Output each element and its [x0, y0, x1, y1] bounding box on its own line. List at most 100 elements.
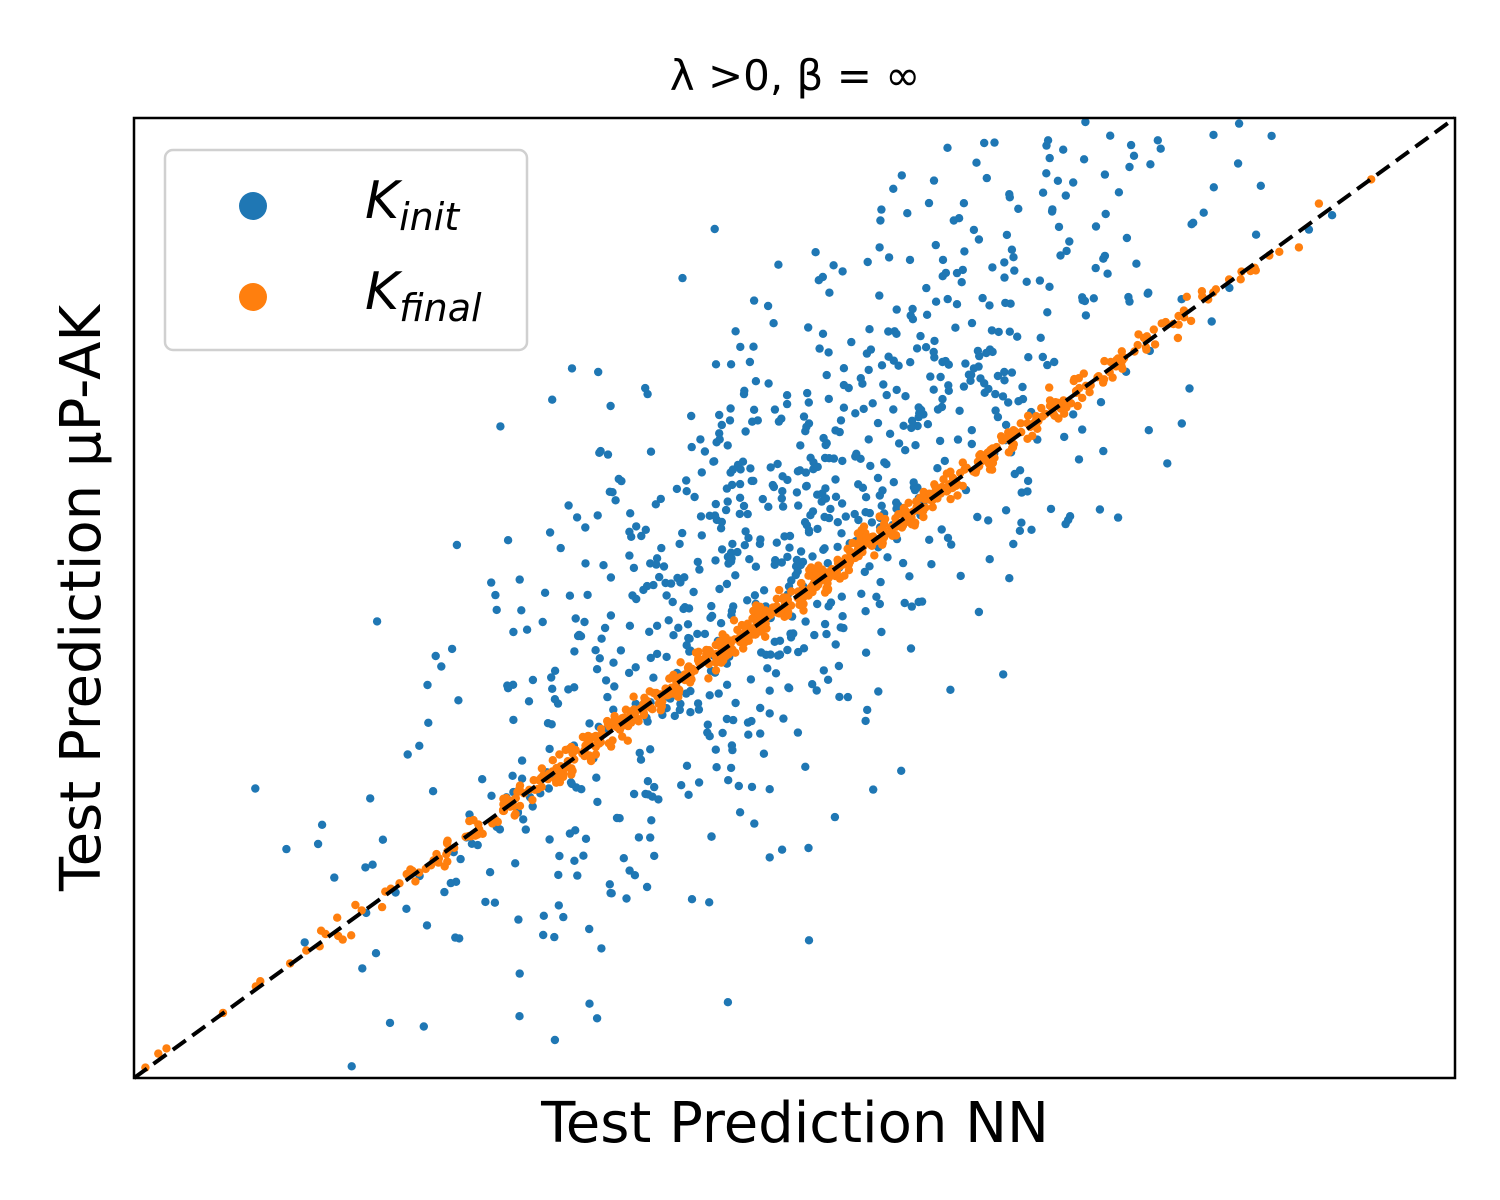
k-init-point [581, 523, 590, 532]
k-init-point [894, 439, 904, 448]
k-init-point [717, 545, 727, 554]
k-final-point [1133, 340, 1142, 350]
k-final-point [1060, 409, 1069, 418]
k-init-point [647, 816, 656, 825]
k-init-point [668, 597, 677, 607]
k-init-point [801, 468, 811, 477]
k-init-point [649, 580, 658, 590]
k-init-point [608, 488, 617, 497]
k-init-point [867, 518, 877, 527]
k-init-point [750, 819, 759, 828]
k-init-point [813, 599, 822, 609]
k-init-point [801, 762, 810, 771]
k-init-point [988, 347, 997, 357]
k-init-point [696, 435, 705, 444]
k-init-point [729, 715, 738, 725]
k-init-point [1017, 518, 1026, 527]
k-init-point [1099, 446, 1108, 456]
k-init-point [834, 661, 844, 671]
k-init-point [509, 715, 518, 725]
k-final-point [823, 584, 833, 594]
k-init-point [736, 465, 745, 474]
legend-marker-k-init [239, 192, 267, 220]
k-final-point [583, 737, 592, 746]
k-init-point [678, 273, 687, 283]
k-init-point [423, 680, 432, 690]
k-init-point [746, 675, 756, 684]
k-init-point [642, 882, 652, 892]
k-init-point [419, 1022, 428, 1031]
k-init-point [773, 459, 782, 469]
k-init-point [861, 493, 871, 502]
k-init-point [739, 501, 749, 511]
k-final-point [946, 494, 955, 504]
k-init-point [603, 450, 613, 459]
k-init-point [570, 683, 579, 692]
k-init-point [646, 833, 655, 842]
k-final-point [676, 658, 685, 667]
k-init-point [841, 512, 850, 521]
k-init-point [643, 777, 653, 786]
k-init-point [538, 617, 547, 627]
k-final-point [835, 574, 845, 583]
k-init-point [1022, 277, 1031, 286]
k-final-point [1052, 398, 1062, 407]
k-init-point [804, 843, 813, 853]
k-init-point [378, 835, 388, 844]
k-init-point [889, 478, 898, 487]
k-init-point [550, 666, 560, 675]
k-init-point [959, 199, 969, 208]
k-init-point [696, 512, 706, 521]
k-init-point [1126, 140, 1136, 150]
k-init-point [683, 620, 693, 629]
k-init-point [722, 680, 732, 689]
k-init-point [851, 409, 860, 418]
k-final-point [564, 744, 574, 754]
k-final-point [711, 666, 721, 675]
k-init-point [774, 260, 783, 269]
k-init-point [755, 539, 765, 549]
k-init-point [627, 532, 636, 541]
k-init-point [884, 352, 893, 361]
k-final-point [772, 594, 781, 603]
k-init-point [594, 367, 603, 377]
k-init-point [726, 404, 735, 413]
k-init-point [938, 394, 947, 404]
k-final-point [596, 738, 605, 747]
k-init-point [927, 560, 936, 569]
k-init-point [1059, 145, 1068, 154]
k-init-point [952, 300, 962, 309]
k-init-point [487, 578, 496, 587]
k-init-point [517, 606, 526, 615]
k-init-point [550, 932, 559, 942]
k-final-point [1186, 316, 1196, 326]
k-init-point [635, 748, 644, 758]
k-final-point [754, 609, 763, 618]
k-init-point [800, 518, 810, 527]
k-final-point [1117, 347, 1127, 356]
k-init-point [662, 652, 671, 662]
k-init-point [831, 475, 840, 484]
k-init-point [1045, 282, 1054, 291]
k-final-point [442, 850, 451, 859]
k-init-point [876, 216, 885, 225]
k-final-point [555, 750, 564, 759]
k-final-point [1149, 325, 1159, 334]
k-init-point [603, 692, 612, 702]
k-init-point [695, 565, 704, 574]
k-final-point [1134, 330, 1143, 339]
k-init-point [1009, 539, 1018, 549]
k-init-point [643, 790, 653, 799]
k-init-point [866, 345, 876, 354]
k-final-point [853, 529, 863, 538]
k-init-point [565, 591, 575, 600]
k-init-point [317, 820, 327, 829]
k-final-point [715, 637, 724, 646]
k-init-point [727, 606, 737, 616]
k-init-point [987, 326, 997, 335]
k-final-point [665, 674, 674, 683]
k-init-point [686, 708, 695, 717]
k-init-point [723, 497, 732, 506]
k-init-point [666, 579, 676, 588]
